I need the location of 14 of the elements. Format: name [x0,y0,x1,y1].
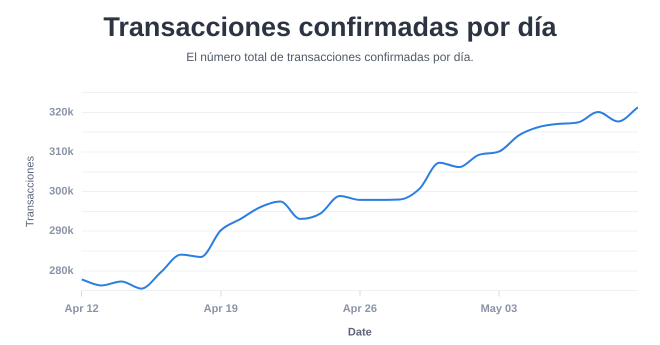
chart-subtitle: El número total de transacciones confirmadas por día. [185,50,475,64]
y-tick-label: 280k [49,264,75,277]
y-tick-label: 290k [49,225,75,238]
y-axis-title: Transacciones [24,156,37,228]
x-axis-title: Date [348,326,372,338]
x-tick-label: Apr 26 [342,303,377,316]
x-tick-label: May 03 [480,303,518,316]
y-tick-label: 310k [49,146,75,158]
x-tick-label: Apr 19 [204,303,238,316]
x-tick-label: Apr 12 [64,303,99,316]
line-series [82,106,638,290]
chart-title: Transacciones confirmadas por día [102,12,558,43]
y-tick-label: 300k [49,186,75,198]
y-tick-label: 320k [49,106,75,118]
